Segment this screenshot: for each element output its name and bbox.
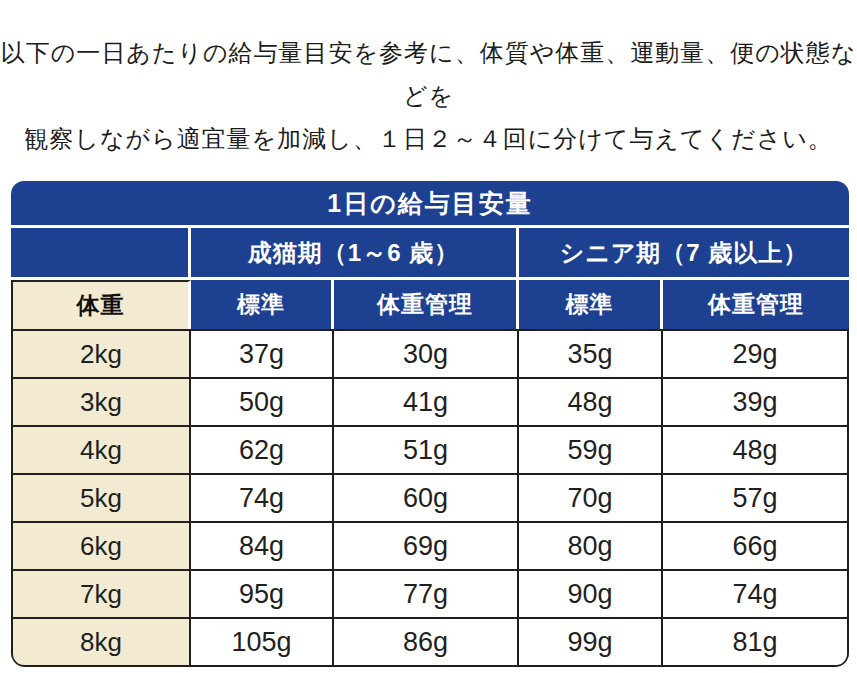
amount-cell: 60g <box>334 475 517 521</box>
feeding-guide-table: 1日の給与目安量 成猫期（1～6 歳） シニア期（7 歳以上） 体重 標準 体重… <box>11 181 849 667</box>
weight-label: 6kg <box>13 523 189 569</box>
amount-cell: 57g <box>663 475 847 521</box>
amount-cell: 35g <box>519 331 661 377</box>
amount-cell: 51g <box>334 427 517 473</box>
adult-weight-control-header: 体重管理 <box>334 280 519 329</box>
adult-standard-header: 標準 <box>191 280 334 329</box>
amount-cell: 70g <box>519 475 661 521</box>
intro-line-2: 観察しながら適宜量を加減し、１日２～４回に分けて与えてください。 <box>0 117 857 160</box>
amount-cell: 48g <box>519 379 661 425</box>
weight-label: 2kg <box>13 331 189 377</box>
amount-cell: 59g <box>519 427 661 473</box>
amount-cell: 39g <box>663 379 847 425</box>
intro-line-1: 以下の一日あたりの給与量目安を参考に、体質や体重、運動量、便の状態などを <box>0 31 857 117</box>
senior-weight-control-header: 体重管理 <box>663 280 849 329</box>
amount-cell: 30g <box>334 331 517 377</box>
amount-cell: 74g <box>191 475 332 521</box>
weight-label: 5kg <box>13 475 189 521</box>
amount-cell: 95g <box>191 571 332 617</box>
weight-label: 4kg <box>13 427 189 473</box>
amount-cell: 74g <box>663 571 847 617</box>
amount-cell: 105g <box>191 619 332 665</box>
amount-cell: 41g <box>334 379 517 425</box>
column-group-senior: シニア期（7 歳以上） <box>519 228 849 277</box>
amount-cell: 84g <box>191 523 332 569</box>
amount-cell: 69g <box>334 523 517 569</box>
weight-label: 8kg <box>13 619 189 665</box>
amount-cell: 80g <box>519 523 661 569</box>
weight-label: 3kg <box>13 379 189 425</box>
column-group-adult: 成猫期（1～6 歳） <box>191 228 519 277</box>
column-group-header-row: 成猫期（1～6 歳） シニア期（7 歳以上） <box>11 228 849 277</box>
amount-cell: 62g <box>191 427 332 473</box>
amount-cell: 50g <box>191 379 332 425</box>
amount-cell: 48g <box>663 427 847 473</box>
data-grid: 2kg 37g 30g 35g 29g 3kg 50g 41g 48g 39g … <box>11 329 849 667</box>
amount-cell: 86g <box>334 619 517 665</box>
amount-cell: 81g <box>663 619 847 665</box>
senior-standard-header: 標準 <box>519 280 663 329</box>
header-spacer-cell <box>11 228 191 277</box>
amount-cell: 90g <box>519 571 661 617</box>
sub-header-row: 体重 標準 体重管理 標準 体重管理 <box>11 280 849 329</box>
amount-cell: 77g <box>334 571 517 617</box>
amount-cell: 99g <box>519 619 661 665</box>
amount-cell: 37g <box>191 331 332 377</box>
weight-label: 7kg <box>13 571 189 617</box>
table-title: 1日の給与目安量 <box>11 181 849 225</box>
weight-column-header: 体重 <box>11 280 191 329</box>
amount-cell: 66g <box>663 523 847 569</box>
amount-cell: 29g <box>663 331 847 377</box>
intro-text: 以下の一日あたりの給与量目安を参考に、体質や体重、運動量、便の状態などを 観察し… <box>0 31 857 160</box>
